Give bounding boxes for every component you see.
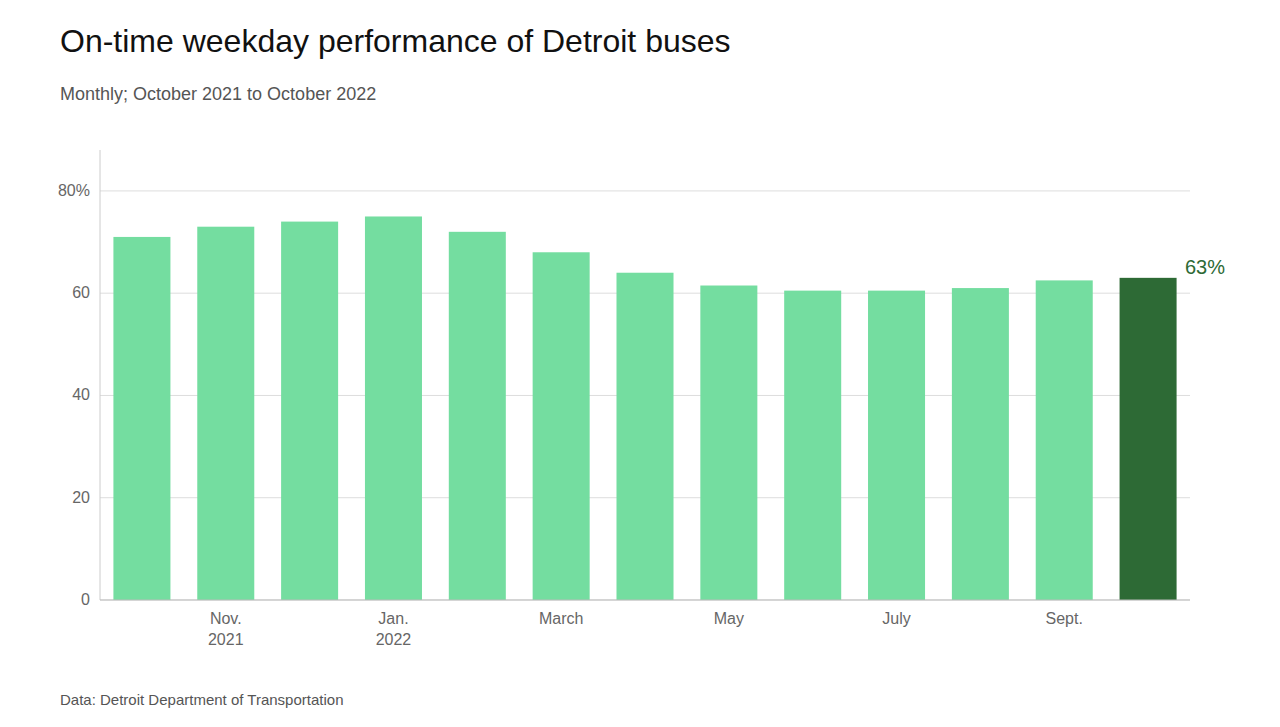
y-tick-label: 40 [72, 386, 90, 403]
y-tick-labels: 0 20 40 60 80% [58, 182, 90, 608]
x-tick-label: Nov.2021 [208, 610, 244, 648]
y-tick-label: 80% [58, 182, 90, 199]
grid-line [100, 600, 1190, 601]
x-tick-label: March [539, 610, 583, 627]
footnote: Data: Detroit Department of Transportati… [60, 691, 343, 708]
y-tick-label: 0 [81, 591, 90, 608]
x-axis-line [100, 600, 1190, 601]
x-tick-label: July [882, 610, 910, 627]
bar [449, 232, 506, 600]
annotation: 63% [1185, 256, 1225, 278]
bar [365, 216, 422, 600]
bar [868, 291, 925, 600]
y-tick-label: 20 [72, 489, 90, 506]
x-tick-label: Sept. [1046, 610, 1083, 627]
title: On-time weekday performance of Detroit b… [60, 23, 731, 59]
y-axis-line [100, 150, 101, 600]
x-tick-label: May [714, 610, 744, 627]
bar [700, 286, 757, 600]
bar [197, 227, 254, 600]
y-tick-label: 60 [72, 284, 90, 301]
bar [281, 222, 338, 600]
grid [100, 191, 1190, 600]
bar [784, 291, 841, 600]
bar [952, 288, 1009, 600]
subtitle: Monthly; October 2021 to October 2022 [60, 84, 376, 104]
bar [1036, 280, 1093, 600]
grid-line [100, 190, 1190, 191]
x-tick-label: Jan.2022 [376, 610, 412, 648]
bar [616, 273, 673, 600]
chart: On-time weekday performance of Detroit b… [0, 0, 1280, 727]
x-tick-labels: Nov.2021 Jan.2022 March May July Sept. [208, 610, 1083, 648]
bar [113, 237, 170, 600]
bar [533, 252, 590, 600]
bar [1120, 278, 1177, 600]
bars [113, 216, 1176, 600]
